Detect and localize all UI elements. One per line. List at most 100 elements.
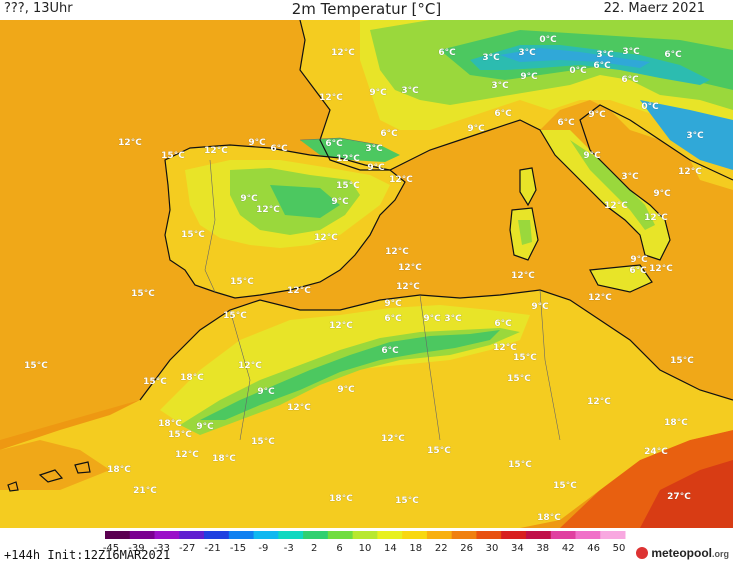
- temperature-label: 15°C: [513, 353, 537, 363]
- temperature-label: 12°C: [381, 434, 405, 444]
- temperature-label: 18°C: [180, 373, 204, 383]
- legend-color-bar: [105, 531, 626, 539]
- legend-tick-label: -9: [258, 543, 268, 554]
- legend-tick-label: 50: [613, 543, 626, 554]
- temperature-map[interactable]: 12°C 6°C 0°C 3°C 3°C 3°C 3°C 6°C 0°C 6°C 6°C 9°C 3°C…: [0, 20, 733, 528]
- temperature-label: 6°C: [380, 129, 398, 139]
- forecast-init-label: +144h Init:12Z16MAR2021: [4, 548, 171, 562]
- brand-logo-icon: [636, 547, 649, 559]
- temperature-label: 9°C: [196, 422, 214, 432]
- temperature-label: 3°C: [491, 81, 509, 91]
- temperature-label: 12°C: [678, 167, 702, 177]
- temperature-label: 9°C: [248, 138, 266, 148]
- legend-color-swatch: [228, 531, 255, 539]
- brand-suffix: .org: [712, 549, 729, 559]
- temperature-label: 15°C: [553, 481, 577, 491]
- legend-tick-label: 34: [511, 543, 524, 554]
- legend-color-swatch: [327, 531, 354, 539]
- temperature-label: 12°C: [336, 154, 360, 164]
- legend-color-swatch: [253, 531, 279, 539]
- temperature-label: 15°C: [181, 230, 205, 240]
- temperature-label: 12°C: [287, 403, 311, 413]
- temperature-label: 6°C: [494, 109, 512, 119]
- brand-name: meteopool: [651, 546, 712, 560]
- temperature-label: 3°C: [365, 144, 383, 154]
- temperature-label: 24°C: [644, 447, 668, 457]
- temperature-label: 12°C: [385, 247, 409, 257]
- temperature-label: 6°C: [270, 144, 288, 154]
- temperature-label: 12°C: [175, 450, 199, 460]
- temperature-label: 12°C: [398, 263, 422, 273]
- temperature-label: 9°C: [531, 302, 549, 312]
- brand-logo[interactable]: meteopool.org: [636, 546, 729, 560]
- legend-color-swatch: [402, 531, 428, 539]
- temperature-label: 9°C: [588, 110, 606, 120]
- legend-tick-label: 26: [460, 543, 473, 554]
- temperature-label: 3°C: [621, 172, 639, 182]
- coastal-mild-region: [0, 440, 110, 490]
- temperature-label: 12°C: [644, 213, 668, 223]
- temperature-label: 0°C: [569, 66, 587, 76]
- temperature-label: 18°C: [107, 465, 131, 475]
- temperature-label: 15°C: [251, 437, 275, 447]
- atlas-cool-region: [180, 328, 520, 435]
- temperature-label: 15°C: [230, 277, 254, 287]
- temperature-label: 9°C: [367, 163, 385, 173]
- legend-tick-label: 2: [311, 543, 317, 554]
- legend-tick-label: 30: [486, 543, 499, 554]
- temperature-label: 0°C: [641, 102, 659, 112]
- legend-color-swatch: [525, 531, 552, 539]
- legend-color-swatch: [451, 531, 477, 539]
- temperature-label: 15°C: [395, 496, 419, 506]
- temperature-label: 18°C: [664, 418, 688, 428]
- temperature-label: 15°C: [670, 356, 694, 366]
- temperature-label: 12°C: [511, 271, 535, 281]
- temperature-label: 3°C: [622, 47, 640, 57]
- legend-tick-label: 18: [409, 543, 422, 554]
- temperature-label: 12°C: [396, 282, 420, 292]
- temperature-labels: 12°C 6°C0°C3°C3°C 3°C 3°C 6°C0°C 6°C6°C9°C3°C…: [24, 35, 704, 524]
- temperature-label: 18°C: [329, 494, 353, 504]
- temperature-label: 6°C: [325, 139, 343, 149]
- apennine-region: [570, 140, 655, 230]
- temperature-label: 12°C: [118, 138, 142, 148]
- legend-tick-label: 10: [359, 543, 372, 554]
- temperature-label: 12°C: [604, 201, 628, 211]
- temperature-label: 15°C: [161, 151, 185, 161]
- legend-tick-label: -27: [179, 543, 195, 554]
- temperature-label: 15°C: [24, 361, 48, 371]
- legend-tick-label: -3: [284, 543, 294, 554]
- land-sicily: [590, 265, 652, 292]
- temperature-label: 9°C: [337, 385, 355, 395]
- temperature-label: 12°C: [314, 233, 338, 243]
- iberia-mountain: [270, 185, 340, 218]
- temperature-label: 6°C: [629, 266, 647, 276]
- temperature-label: 15°C: [427, 446, 451, 456]
- color-scale-legend: -45 -39 -33 -27 -21 -15 -9 -3 2 6 10 14 18 22 26 30 34 38…: [0, 528, 733, 566]
- temperature-label: 21°C: [133, 486, 157, 496]
- legend-color-swatch: [600, 531, 626, 539]
- temperature-label: 18°C: [212, 454, 236, 464]
- temperature-label: 9°C: [630, 255, 648, 265]
- temperature-label: 3°C: [401, 86, 419, 96]
- temperature-label: 9°C: [369, 88, 387, 98]
- temperature-label: 6°C: [664, 50, 682, 60]
- temperature-label: 12°C: [331, 48, 355, 58]
- temperature-label: 3°C: [518, 48, 536, 58]
- temperature-label: 3°C: [482, 53, 500, 63]
- temperature-label: 12°C: [587, 397, 611, 407]
- location-time-label: ???, 13Uhr: [4, 1, 73, 16]
- land-corsica: [520, 168, 536, 205]
- temperature-label: 27°C: [667, 492, 691, 502]
- temperature-label: 6°C: [621, 75, 639, 85]
- legend-color-swatch: [303, 531, 329, 539]
- temperature-label: 9°C: [583, 151, 601, 161]
- temperature-label: 12°C: [493, 343, 517, 353]
- temperature-label: 9°C: [240, 194, 258, 204]
- legend-color-swatch: [179, 531, 205, 539]
- temperature-label: 3°C: [686, 131, 704, 141]
- temperature-label: 6°C: [381, 346, 399, 356]
- temperature-label: 9°C: [520, 72, 538, 82]
- temperature-label: 9°C: [423, 314, 441, 324]
- temperature-label: 12°C: [238, 361, 262, 371]
